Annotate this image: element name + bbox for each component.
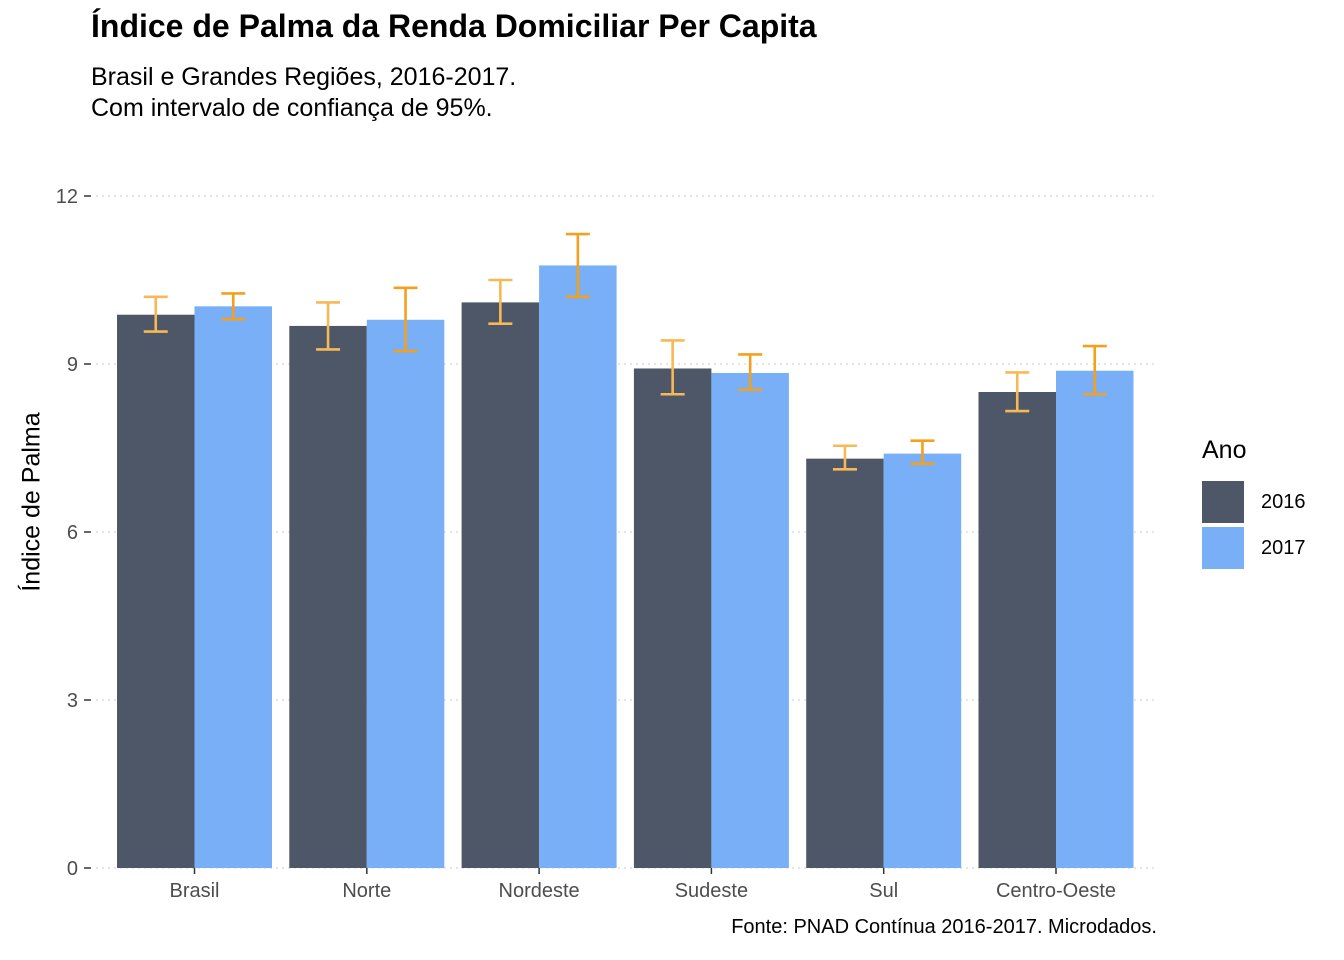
errorbar-2016-nordeste	[488, 278, 513, 325]
bar-2016-norte	[289, 325, 367, 868]
y-tick-label-12: 12	[56, 186, 78, 208]
errorbar-2017-sul	[910, 439, 935, 465]
x-tick-label-norte: Norte	[342, 880, 391, 902]
bar-2017-brasil	[194, 306, 272, 868]
bar-2016-centro-oeste	[978, 392, 1056, 868]
legend: Ano 2016 2017	[1202, 436, 1306, 571]
errorbar-2017-sudeste	[738, 353, 763, 392]
chart-title: Índice de Palma da Renda Domiciliar Per …	[91, 8, 817, 44]
bar-2016-brasil	[117, 314, 195, 869]
legend-item-2016: 2016	[1202, 479, 1306, 525]
x-tick-label-sul: Sul	[869, 880, 898, 902]
legend-key-2017	[1202, 527, 1244, 569]
errorbar-2017-norte	[393, 286, 418, 353]
y-tick-label-9: 9	[67, 354, 78, 376]
x-tick-label-nordeste: Nordeste	[499, 880, 580, 902]
bar-2017-centro-oeste	[1056, 370, 1134, 868]
legend-item-2017: 2017	[1202, 525, 1306, 571]
y-tick-label-0: 0	[67, 858, 78, 880]
legend-key-2016	[1202, 481, 1244, 523]
y-tick-label-3: 3	[67, 690, 78, 712]
legend-title: Ano	[1202, 436, 1247, 464]
errorbar-2017-nordeste	[565, 232, 590, 299]
errorbar-2017-brasil	[221, 292, 246, 321]
bar-2017-sudeste	[711, 372, 789, 868]
errorbar-2016-sul	[832, 444, 857, 471]
bar-2016-sudeste	[633, 368, 712, 868]
chart-subtitle: Brasil e Grandes Regiões, 2016-2017. Com…	[91, 63, 517, 122]
bar-2016-sul	[806, 458, 884, 868]
errorbar-2016-norte	[316, 301, 341, 351]
y-tick-label-6: 6	[67, 522, 78, 544]
x-tick-label-sudeste: Sudeste	[675, 880, 748, 902]
caption: Fonte: PNAD Contínua 2016-2017. Microdad…	[731, 916, 1157, 938]
bar-2017-norte	[366, 319, 445, 868]
x-tick-label-centro-oeste: Centro-Oeste	[996, 880, 1116, 902]
legend-label-2016: 2016	[1261, 490, 1306, 513]
errorbar-2016-centro-oeste	[1005, 371, 1030, 413]
errorbar-2016-sudeste	[660, 339, 685, 396]
bar-2017-sul	[883, 453, 962, 868]
legend-label-2017: 2017	[1261, 536, 1306, 559]
bar-2017-nordeste	[539, 265, 617, 868]
x-tick-label-brasil: Brasil	[169, 880, 219, 902]
errorbar-2016-brasil	[143, 295, 168, 333]
bar-2016-nordeste	[461, 302, 540, 868]
errorbar-2017-centro-oeste	[1082, 344, 1107, 396]
